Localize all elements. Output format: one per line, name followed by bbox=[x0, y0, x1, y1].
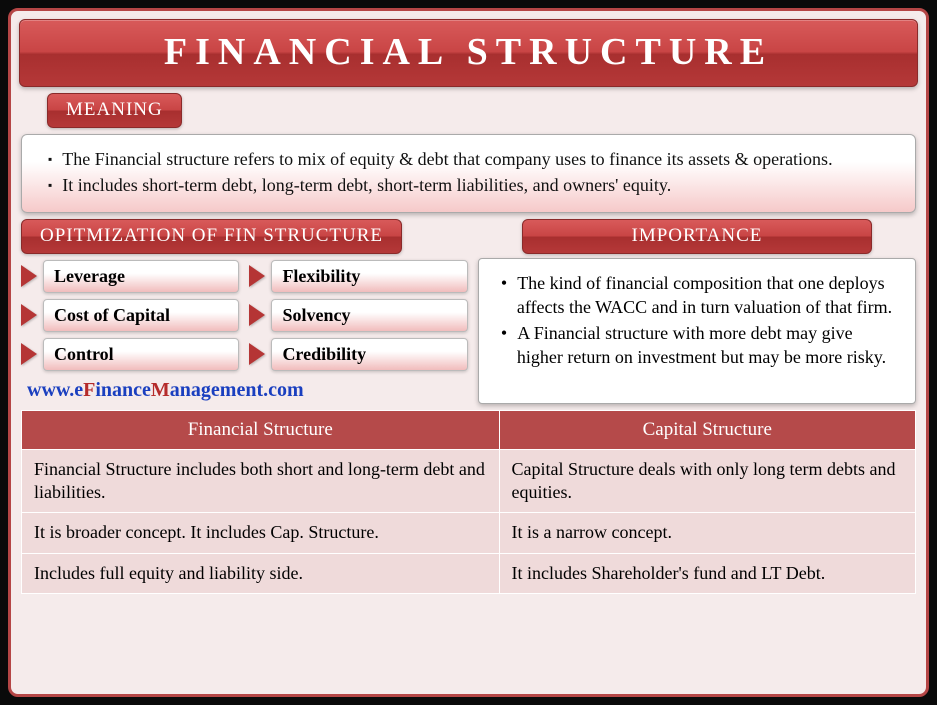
table-header: Financial Structure bbox=[22, 410, 500, 449]
url-M: M bbox=[151, 379, 170, 401]
optimization-item: Solvency bbox=[249, 299, 467, 332]
optimization-label: Credibility bbox=[271, 338, 467, 371]
content-area: MEANING The Financial structure refers t… bbox=[11, 93, 926, 694]
optimization-item: Control bbox=[21, 338, 239, 371]
comparison-table: Financial Structure Capital Structure Fi… bbox=[21, 410, 916, 595]
optimization-item: Credibility bbox=[249, 338, 467, 371]
arrow-icon bbox=[249, 265, 265, 287]
optimization-item: Cost of Capital bbox=[21, 299, 239, 332]
optimization-label: Leverage bbox=[43, 260, 239, 293]
optimization-label: Flexibility bbox=[271, 260, 467, 293]
optimization-label: Cost of Capital bbox=[43, 299, 239, 332]
infographic-frame: FINANCIAL STRUCTURE MEANING The Financia… bbox=[8, 8, 929, 697]
url-www: www. bbox=[27, 379, 74, 401]
table-cell: Capital Structure deals with only long t… bbox=[499, 449, 915, 513]
optimization-grid: Leverage Flexibility Cost of Capital Sol… bbox=[21, 258, 468, 375]
importance-header: IMPORTANCE bbox=[522, 219, 873, 254]
importance-item: The kind of financial composition that o… bbox=[501, 271, 903, 320]
arrow-icon bbox=[249, 343, 265, 365]
arrow-icon bbox=[21, 343, 37, 365]
optimization-item: Leverage bbox=[21, 260, 239, 293]
table-cell: It is a narrow concept. bbox=[499, 513, 915, 553]
optimization-item: Flexibility bbox=[249, 260, 467, 293]
url-inance: inance bbox=[95, 379, 151, 401]
optimization-column: OPITMIZATION OF FIN STRUCTURE Leverage F… bbox=[21, 219, 468, 404]
importance-box: The kind of financial composition that o… bbox=[478, 258, 916, 404]
meaning-header-wrap: MEANING bbox=[21, 93, 916, 128]
importance-item: A Financial structure with more debt may… bbox=[501, 321, 903, 370]
table-row: It is broader concept. It includes Cap. … bbox=[22, 513, 916, 553]
arrow-icon bbox=[21, 304, 37, 326]
optimization-label: Control bbox=[43, 338, 239, 371]
arrow-icon bbox=[249, 304, 265, 326]
table-cell: It includes Shareholder's fund and LT De… bbox=[499, 553, 915, 593]
table-row: Financial Structure includes both short … bbox=[22, 449, 916, 513]
two-column-row: OPITMIZATION OF FIN STRUCTURE Leverage F… bbox=[21, 219, 916, 404]
arrow-icon bbox=[21, 265, 37, 287]
meaning-item: The Financial structure refers to mix of… bbox=[38, 147, 899, 171]
url-rest: anagement.com bbox=[170, 379, 304, 401]
importance-column: IMPORTANCE The kind of financial composi… bbox=[478, 219, 916, 404]
optimization-header: OPITMIZATION OF FIN STRUCTURE bbox=[21, 219, 402, 254]
url-F: F bbox=[83, 379, 95, 401]
meaning-header: MEANING bbox=[47, 93, 182, 128]
meaning-item: It includes short-term debt, long-term d… bbox=[38, 173, 899, 197]
website-url: www.eFinanceManagement.com bbox=[21, 375, 468, 404]
main-title: FINANCIAL STRUCTURE bbox=[19, 19, 918, 87]
table-row: Includes full equity and liability side.… bbox=[22, 553, 916, 593]
table-header: Capital Structure bbox=[499, 410, 915, 449]
url-e: e bbox=[74, 379, 83, 401]
meaning-box: The Financial structure refers to mix of… bbox=[21, 134, 916, 213]
table-cell: Financial Structure includes both short … bbox=[22, 449, 500, 513]
table-cell: It is broader concept. It includes Cap. … bbox=[22, 513, 500, 553]
table-cell: Includes full equity and liability side. bbox=[22, 553, 500, 593]
optimization-label: Solvency bbox=[271, 299, 467, 332]
